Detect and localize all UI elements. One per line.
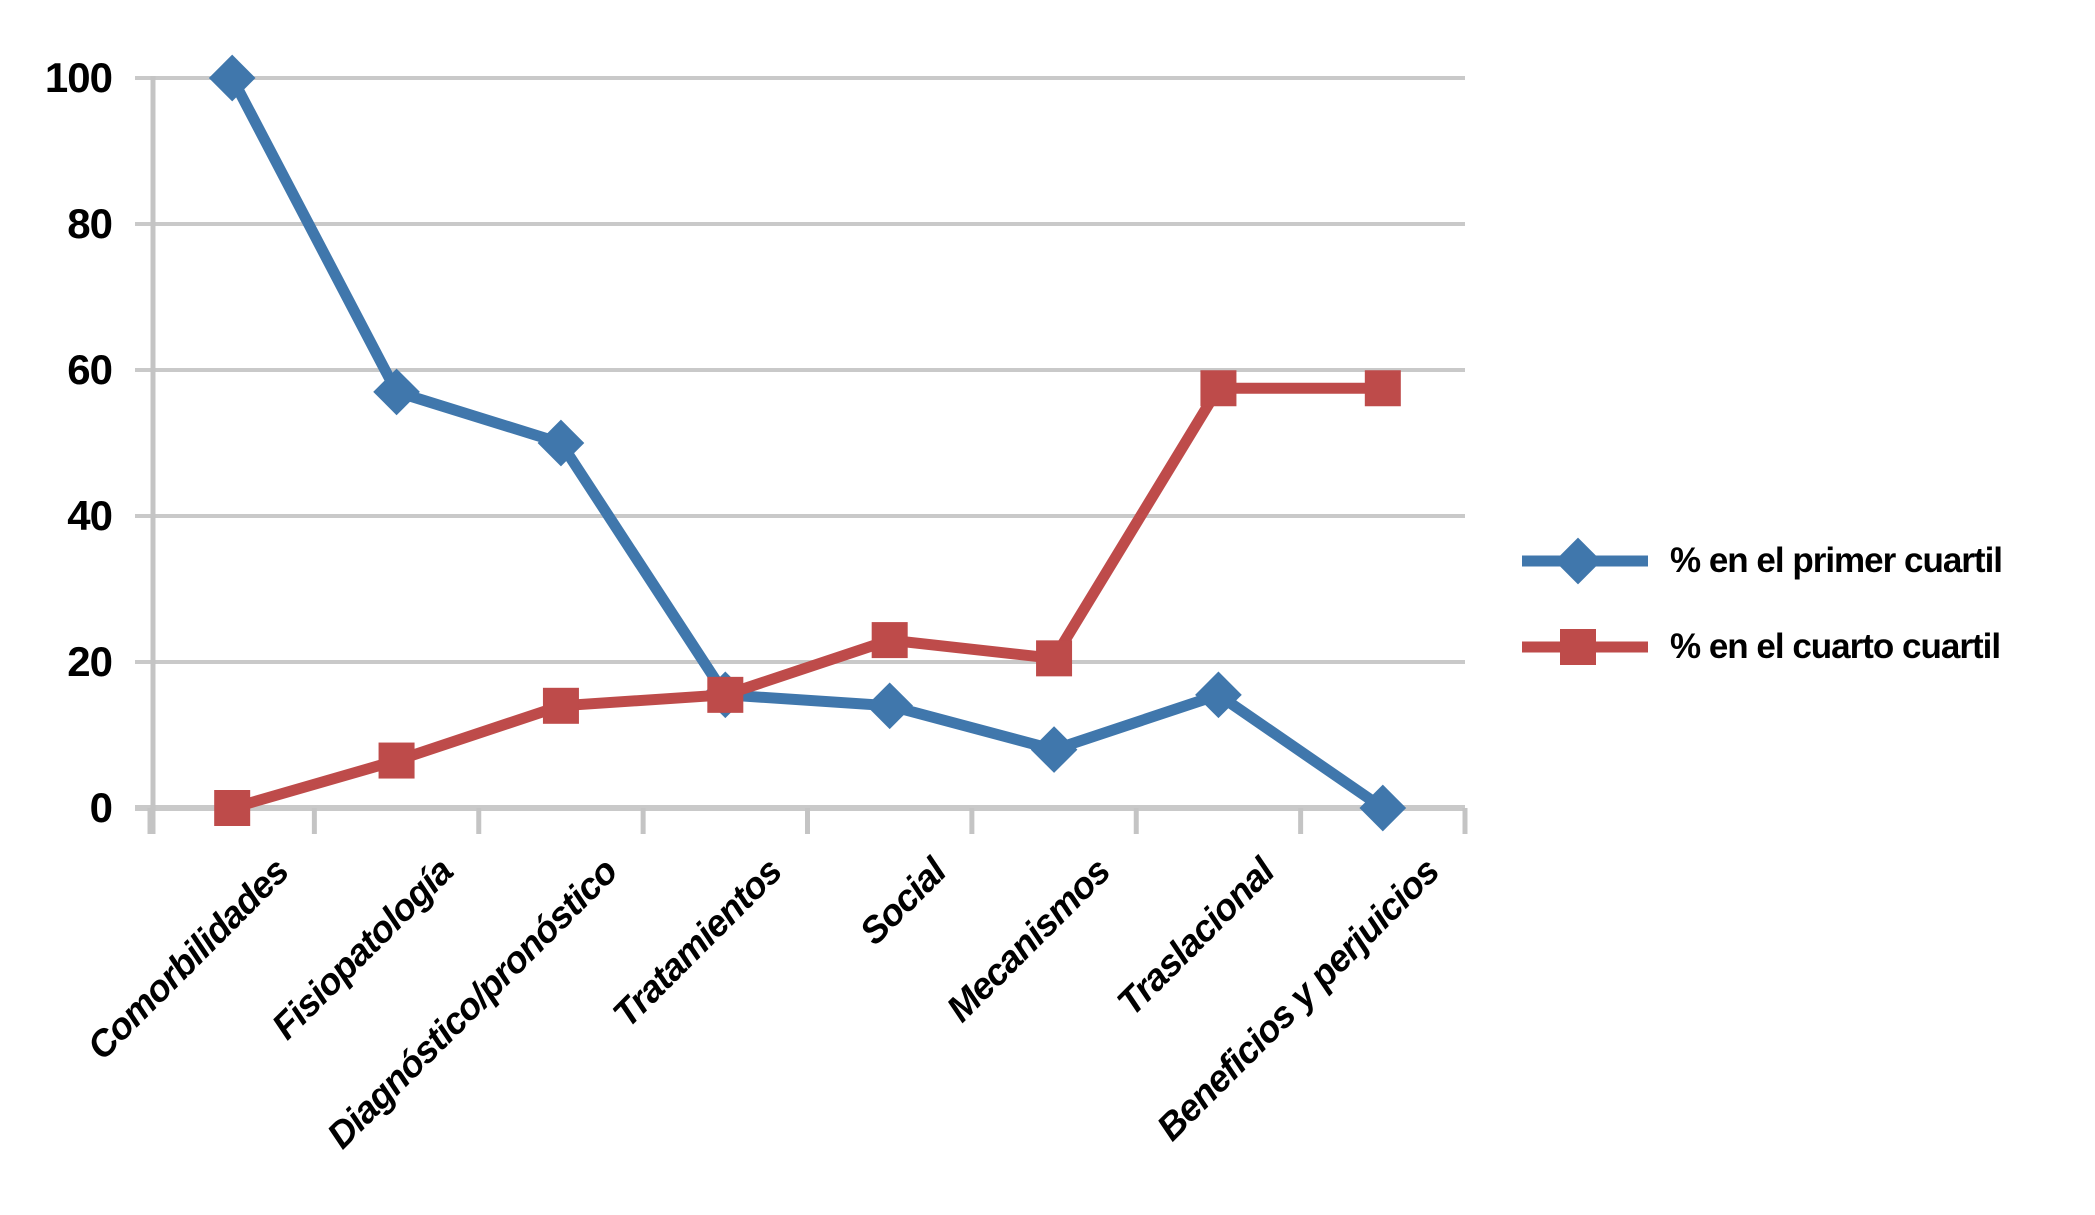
y-tick-label: 40 [67, 492, 113, 539]
y-tick-label: 60 [67, 346, 113, 393]
y-tick-label: 80 [67, 200, 113, 247]
data-point-marker [707, 676, 744, 713]
data-point-marker [1195, 671, 1242, 719]
data-point-marker [542, 687, 579, 724]
legend-label-cuarto-cuartil: % en el cuarto cuartil [1670, 627, 2001, 666]
data-point-marker [1030, 726, 1078, 773]
series-primer-cuartil [208, 54, 1407, 832]
data-point-marker [1200, 370, 1237, 407]
y-tick-label: 20 [67, 638, 113, 685]
series-cuarto-cuartil [214, 370, 1401, 826]
series-line [230, 382, 1383, 814]
data-point-marker [537, 419, 585, 467]
legend-diamond-marker-icon [1522, 537, 1648, 585]
data-point-marker [208, 54, 256, 102]
series-line [227, 75, 1386, 813]
legend-label-primer-cuartil: % en el primer cuartil [1670, 541, 2003, 580]
data-point-marker [1359, 784, 1407, 832]
y-tick-label: 100 [44, 54, 113, 101]
legend-entry-primer-cuartil: % en el primer cuartil [1522, 530, 2003, 592]
data-point-marker [378, 742, 415, 779]
legend-square-marker-icon [1522, 629, 1648, 665]
data-point-marker [866, 682, 914, 730]
y-tick-label: 0 [89, 784, 113, 831]
data-point-marker [1036, 640, 1073, 677]
data-point-marker [1364, 370, 1401, 407]
legend: % en el primer cuartil % en el cuarto cu… [1522, 530, 2003, 702]
data-point-marker [871, 622, 908, 659]
data-point-marker [214, 790, 251, 826]
legend-entry-cuarto-cuartil: % en el cuarto cuartil [1522, 616, 2002, 678]
data-point-marker [373, 368, 420, 416]
